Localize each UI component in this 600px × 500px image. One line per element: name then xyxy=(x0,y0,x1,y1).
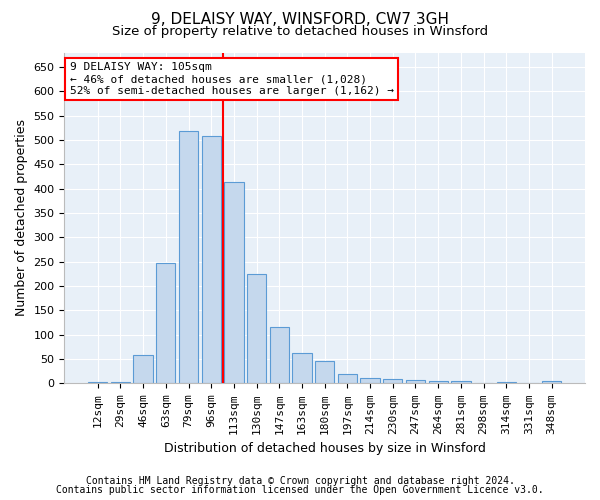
Bar xyxy=(224,182,244,384)
Bar xyxy=(269,328,289,384)
Bar xyxy=(338,374,357,384)
Text: 9 DELAISY WAY: 105sqm
← 46% of detached houses are smaller (1,028)
52% of semi-d: 9 DELAISY WAY: 105sqm ← 46% of detached … xyxy=(70,62,394,96)
X-axis label: Distribution of detached houses by size in Winsford: Distribution of detached houses by size … xyxy=(164,442,485,455)
Text: Contains HM Land Registry data © Crown copyright and database right 2024.: Contains HM Land Registry data © Crown c… xyxy=(86,476,514,486)
Bar xyxy=(497,382,516,384)
Bar xyxy=(292,353,311,384)
Bar xyxy=(156,263,175,384)
Bar xyxy=(406,380,425,384)
Y-axis label: Number of detached properties: Number of detached properties xyxy=(15,120,28,316)
Bar xyxy=(315,361,334,384)
Bar xyxy=(451,381,470,384)
Text: Contains public sector information licensed under the Open Government Licence v3: Contains public sector information licen… xyxy=(56,485,544,495)
Bar xyxy=(361,378,380,384)
Bar xyxy=(428,381,448,384)
Text: 9, DELAISY WAY, WINSFORD, CW7 3GH: 9, DELAISY WAY, WINSFORD, CW7 3GH xyxy=(151,12,449,28)
Bar xyxy=(88,382,107,384)
Bar xyxy=(179,131,198,384)
Bar xyxy=(383,379,403,384)
Bar xyxy=(202,136,221,384)
Text: Size of property relative to detached houses in Winsford: Size of property relative to detached ho… xyxy=(112,25,488,38)
Bar xyxy=(542,380,562,384)
Bar xyxy=(111,382,130,384)
Bar xyxy=(133,355,153,384)
Bar xyxy=(247,274,266,384)
